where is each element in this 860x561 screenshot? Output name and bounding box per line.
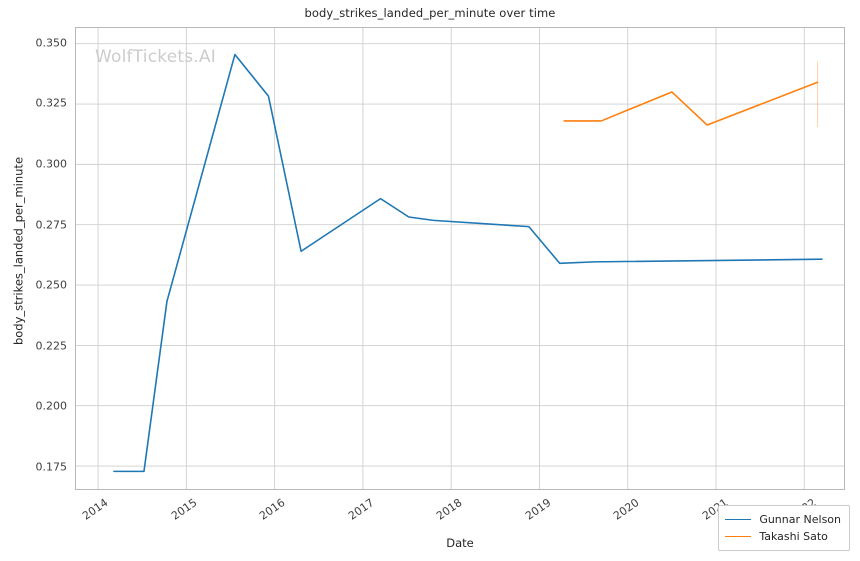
y-tick-label: 0.325 [35,96,68,110]
data-series-layer [113,53,823,473]
x-axis-label: Date [446,536,474,550]
legend-color-swatch [725,519,752,520]
y-tick-label: 0.250 [35,278,68,292]
y-tick-label: 0.350 [35,36,68,50]
legend-label: Gunnar Nelson [759,513,841,526]
x-tick-label: 2014 [80,496,111,523]
x-tick-label: 2020 [611,496,642,523]
y-tick-label: 0.300 [35,157,68,171]
legend-color-swatch [725,536,752,537]
series-line [563,81,819,126]
y-tick-label: 0.200 [35,399,68,413]
legend-label: Takashi Sato [759,530,828,543]
legend-item[interactable]: Gunnar Nelson [725,511,841,528]
x-tick-label: 2019 [522,496,554,523]
x-tick-label: 2017 [345,496,377,523]
series-line [113,53,823,473]
x-tick-label: 2015 [168,496,200,523]
y-axis-tick-labels: 0.175 0.200 0.225 0.250 0.275 0.300 0.325 0.350 [0,27,68,490]
gridlines [76,28,844,489]
chart-title: body_strikes_landed_per_minute over time [304,6,556,20]
legend-item[interactable]: Takashi Sato [725,528,841,545]
plot-area: WolfTickets.AI [75,27,845,490]
x-tick-label: 2016 [257,496,288,523]
legend: Gunnar Nelson Takashi Sato [718,505,850,551]
y-tick-label: 0.275 [35,218,68,232]
x-tick-label: 2018 [434,496,465,523]
y-tick-label: 0.175 [35,460,68,474]
y-tick-label: 0.225 [35,339,68,353]
